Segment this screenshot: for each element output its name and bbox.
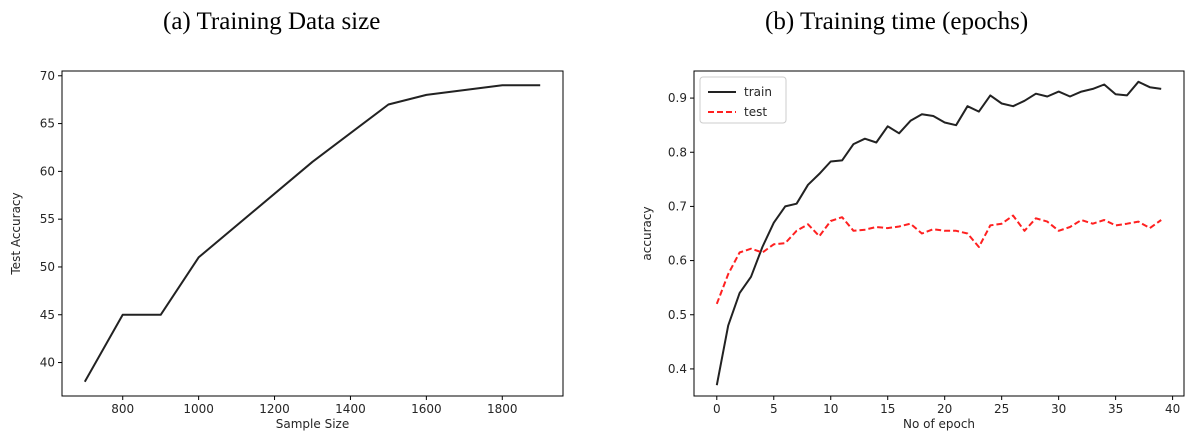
chart-a-title: (a) Training Data size [163, 8, 381, 35]
legend-label-test: test [744, 105, 767, 119]
y-tick-label: 55 [40, 212, 55, 226]
x-tick-label: 10 [823, 402, 838, 416]
x-tick-label: 15 [880, 402, 895, 416]
x-axis-label: Sample Size [276, 417, 349, 431]
y-tick-label: 45 [40, 308, 55, 322]
x-tick-label: 1600 [411, 402, 442, 416]
y-tick-label: 50 [40, 260, 55, 274]
y-axis-label: Test Accuracy [9, 192, 23, 275]
series-line-test [715, 214, 1162, 305]
x-tick-label: 1000 [183, 402, 214, 416]
x-tick-label: 30 [1051, 402, 1066, 416]
y-tick-label: 0.9 [668, 91, 687, 105]
legend-label-train: train [744, 85, 772, 99]
series-line-series-0 [83, 84, 541, 383]
chart-a: 800 1000 1200 1400 1600 1800 40 45 50 55 60 65 70 Sam… [9, 69, 564, 431]
x-tick-label: 5 [770, 402, 778, 416]
y-tick-label: 0.7 [668, 199, 687, 213]
y-tick-label: 0.6 [668, 254, 687, 268]
y-tick-label: 0.4 [668, 362, 687, 376]
x-tick-label: 25 [994, 402, 1009, 416]
x-axis-label: No of epoch [903, 417, 975, 431]
y-tick-label: 0.5 [668, 308, 687, 322]
x-tick-label: 20 [937, 402, 952, 416]
legend-box [699, 76, 787, 124]
chart-b-title: (b) Training time (epochs) [765, 8, 1029, 35]
y-tick-label: 65 [40, 117, 55, 131]
x-tick-label: 1800 [487, 402, 518, 416]
series-line-train [715, 80, 1162, 386]
y-tick-label: 0.8 [668, 145, 687, 159]
y-tick-label: 60 [40, 164, 55, 178]
plot-frame [61, 70, 564, 397]
x-tick-label: 35 [1108, 402, 1123, 416]
x-tick-label: 40 [1165, 402, 1180, 416]
x-tick-label: 800 [111, 402, 134, 416]
plot-frame [693, 70, 1185, 397]
y-tick-label: 40 [40, 356, 55, 370]
y-tick-label: 70 [40, 69, 55, 83]
y-axis-label: accuracy [640, 206, 654, 260]
chart-b: 0 5 10 15 20 25 30 35 40 0.4 0.5 0.6 0.7 0.8 0.9 No of … [640, 70, 1185, 431]
x-tick-label: 1200 [259, 402, 290, 416]
x-tick-label: 1400 [335, 402, 366, 416]
x-tick-label: 0 [713, 402, 721, 416]
